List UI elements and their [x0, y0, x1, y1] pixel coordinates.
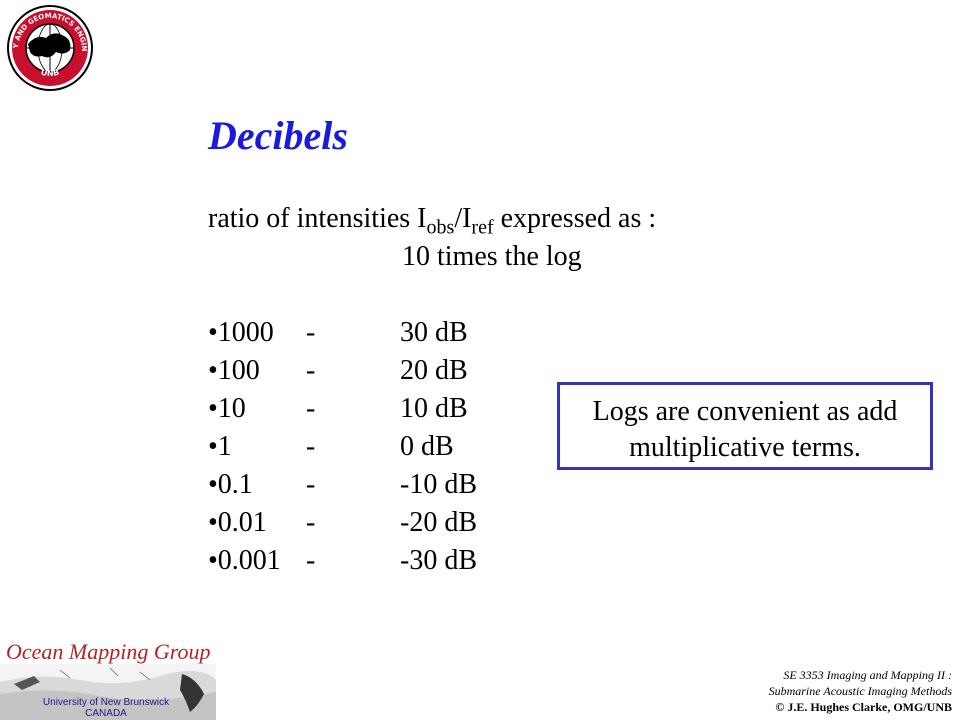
callout-line-1: Logs are convenient as add [592, 396, 898, 427]
db-value: 30 dB [400, 317, 468, 348]
omg-seafloor-art [0, 664, 216, 720]
ratio-value: •100 [208, 355, 260, 386]
ratio-value: •10 [208, 393, 246, 424]
slide-title: Decibels [208, 113, 348, 158]
svg-text:UNB: UNB [40, 68, 60, 78]
omg-univ-line-1: University of New Brunswick [42, 697, 170, 708]
ratio-value: •1 [208, 431, 232, 462]
row-dash: - [306, 355, 316, 386]
intro-line-2: 10 times the log [402, 241, 582, 272]
omg-univ-line-2: CANADA [85, 708, 127, 719]
intro-post: expressed as : [493, 203, 657, 234]
db-value: -20 dB [400, 507, 477, 538]
unb-geodesy-logo: GEODESY AND GEOMATICS ENGINEERING UNB [6, 4, 93, 91]
callout-box: Logs are convenient as add multiplicativ… [557, 382, 933, 470]
ratio-value: •0.01 [208, 507, 267, 538]
intro-line-1: ratio of intensities Iobs/Iref expressed… [208, 203, 656, 244]
intro-sub-obs: obs [426, 216, 455, 239]
omg-university: University of New Brunswick CANADA [42, 697, 170, 719]
db-value: 0 dB [400, 431, 454, 462]
ratio-value: •0.001 [208, 545, 281, 576]
db-value: -10 dB [400, 469, 477, 500]
intro-slash: /I [454, 203, 472, 234]
row-dash: - [306, 317, 316, 348]
row-dash: - [306, 545, 316, 576]
intro-pre: ratio of intensities I [208, 203, 427, 234]
db-value: 10 dB [400, 393, 468, 424]
row-dash: - [306, 507, 316, 538]
omg-logo-title: Ocean Mapping Group [6, 639, 211, 664]
row-dash: - [306, 469, 316, 500]
footer-credit: SE 3353 Imaging and Mapping II : Submari… [769, 667, 952, 715]
db-value: 20 dB [400, 355, 468, 386]
intro-sub-ref: ref [471, 216, 494, 239]
ratio-value: •1000 [208, 317, 274, 348]
course-line-2: Submarine Acoustic Imaging Methods [768, 684, 952, 698]
copyright: © J.E. Hughes Clarke, OMG/UNB [775, 700, 952, 714]
db-value: -30 dB [400, 545, 477, 576]
unb-bottom-text: UNB [40, 68, 60, 78]
row-dash: - [306, 431, 316, 462]
callout-line-2: multiplicative terms. [629, 432, 861, 463]
course-line-1: SE 3353 Imaging and Mapping II : [783, 668, 952, 682]
ratio-value: •0.1 [208, 469, 253, 500]
row-dash: - [306, 393, 316, 424]
